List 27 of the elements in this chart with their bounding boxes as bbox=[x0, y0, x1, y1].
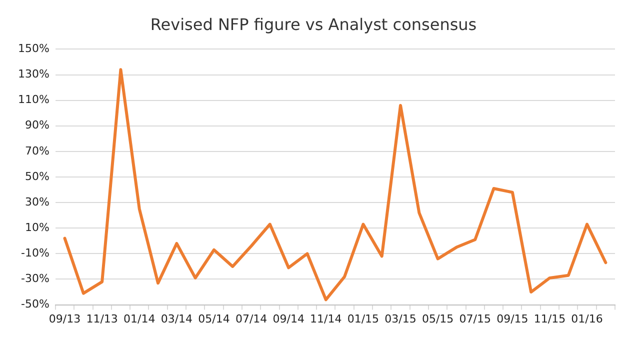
x-tick-label: 05/14 bbox=[198, 312, 230, 326]
y-tick-label: 130% bbox=[18, 68, 50, 81]
x-tick-label: 11/15 bbox=[534, 312, 566, 326]
x-tick-label: 01/16 bbox=[571, 312, 603, 326]
x-tick-label: 07/15 bbox=[459, 312, 491, 326]
x-tick-label: 03/14 bbox=[160, 312, 193, 326]
y-tick-label: -10% bbox=[21, 246, 50, 260]
y-tick-label: 30% bbox=[24, 195, 50, 208]
y-tick-label: -30% bbox=[21, 272, 50, 286]
y-tick-label: 90% bbox=[24, 118, 50, 132]
y-tick-label: 110% bbox=[18, 93, 50, 106]
y-tick-label: -50% bbox=[21, 298, 50, 311]
x-tick-label: 09/13 bbox=[48, 312, 81, 326]
x-tick-label: 11/13 bbox=[86, 312, 118, 326]
y-tick-label: 10% bbox=[24, 220, 50, 234]
y-tick-label: 50% bbox=[24, 170, 50, 183]
x-tick-label: 09/14 bbox=[272, 312, 304, 326]
y-tick-label: 70% bbox=[24, 144, 50, 158]
x-tick-label: 01/14 bbox=[124, 312, 156, 326]
y-tick-label: 150% bbox=[18, 42, 50, 56]
x-tick-label: 01/15 bbox=[347, 312, 380, 326]
x-tick-label: 11/14 bbox=[310, 312, 342, 326]
x-tick-label: 09/15 bbox=[496, 312, 528, 326]
x-tick-label: 07/14 bbox=[235, 312, 268, 326]
x-tick-label: 05/15 bbox=[422, 312, 454, 326]
chart-title: Revised NFP figure vs Analyst consensus bbox=[150, 14, 477, 34]
x-tick-label: 03/15 bbox=[384, 312, 416, 326]
